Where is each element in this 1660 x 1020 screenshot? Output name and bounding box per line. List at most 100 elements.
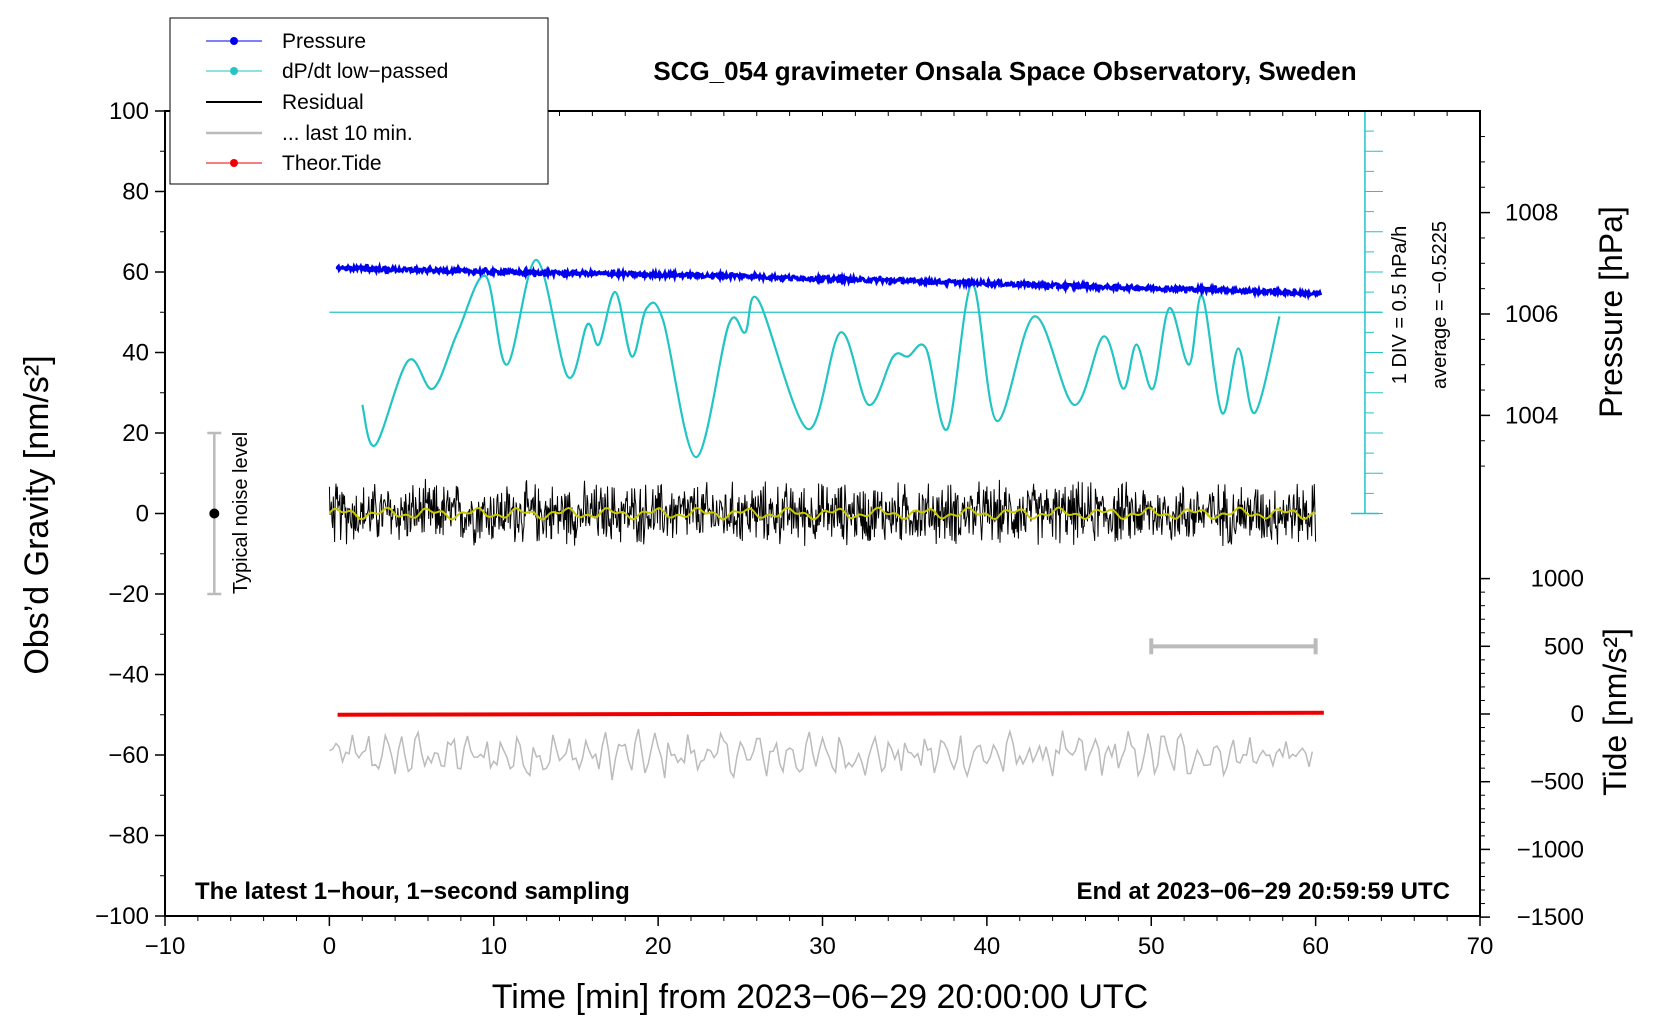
pressure-point bbox=[1026, 280, 1030, 285]
series-tide-line bbox=[337, 710, 1324, 717]
pressure-point bbox=[976, 282, 981, 286]
pressure-point bbox=[1272, 287, 1277, 292]
pressure-point bbox=[1292, 288, 1297, 292]
y-tick-label: −60 bbox=[108, 742, 149, 769]
pressure-point bbox=[878, 275, 882, 280]
pressure-point bbox=[1253, 292, 1257, 296]
pressure-point bbox=[769, 274, 774, 279]
pressure-point bbox=[582, 271, 586, 276]
pressure-point bbox=[819, 279, 823, 284]
pressure-point bbox=[493, 268, 498, 273]
pressure-point bbox=[355, 266, 360, 271]
pressure-point bbox=[523, 273, 527, 278]
x-tick-label: 40 bbox=[974, 933, 1001, 960]
pressure-point bbox=[1016, 280, 1020, 285]
legend-label-last10: ... last 10 min. bbox=[282, 122, 413, 145]
pressure-point bbox=[473, 268, 478, 272]
pressure-point bbox=[503, 267, 508, 272]
pressure-point bbox=[434, 268, 439, 272]
pressure-point bbox=[572, 271, 577, 276]
pressure-point bbox=[888, 281, 892, 286]
pressure-point bbox=[740, 273, 744, 277]
legend-item-dpdt: dP/dt low−passed bbox=[206, 60, 448, 83]
tide-axis-label: Tide [nm/s²] bbox=[1597, 628, 1633, 796]
x-tick-label: 10 bbox=[480, 933, 507, 960]
pressure-point bbox=[444, 267, 448, 271]
pressure-point bbox=[690, 272, 695, 276]
pressure-point bbox=[1302, 293, 1306, 298]
pressure-point bbox=[1075, 282, 1080, 286]
legend-item-pressure: Pressure bbox=[206, 30, 366, 53]
pressure-point bbox=[483, 267, 488, 271]
y-axis-label: Obs’d Gravity [nm/s²] bbox=[18, 355, 56, 674]
tide-tick-label: −1500 bbox=[1517, 904, 1584, 931]
pressure-axis-label: Pressure [hPa] bbox=[1593, 206, 1629, 418]
pressure-point bbox=[651, 271, 655, 275]
pressure-point bbox=[335, 266, 340, 270]
pressure-point bbox=[1193, 288, 1198, 293]
dpdt-average-label: average = −0.5225 bbox=[1429, 221, 1451, 389]
y-tick-label: −100 bbox=[95, 903, 149, 930]
pressure-point bbox=[1065, 282, 1070, 287]
legend-marker-tide bbox=[230, 159, 238, 167]
x-tick-label: 0 bbox=[323, 933, 336, 960]
series-pressure-line bbox=[336, 261, 1323, 301]
legend-marker-dpdt bbox=[230, 67, 238, 75]
pressure-point bbox=[1006, 283, 1010, 287]
axes-layer: −10 0 10 20 30 40 50 60 70100806040200−20−40−60−… bbox=[95, 98, 1584, 960]
pressure-point bbox=[404, 268, 409, 273]
x-tick-label: 30 bbox=[809, 933, 836, 960]
pressure-point bbox=[967, 278, 971, 282]
pressure-point bbox=[1233, 290, 1237, 294]
pressure-point bbox=[700, 274, 705, 278]
pressure-point bbox=[947, 278, 951, 282]
y-tick-label: 100 bbox=[109, 98, 149, 125]
pressure-point bbox=[1134, 285, 1139, 290]
pressure-point bbox=[414, 265, 419, 270]
pressure-point bbox=[1114, 288, 1119, 292]
pressure-point bbox=[681, 272, 685, 277]
pressure-point bbox=[917, 279, 922, 284]
pressure-point bbox=[533, 273, 537, 278]
pressure-point bbox=[1203, 287, 1208, 291]
legend-item-tide: Theor.Tide bbox=[206, 152, 382, 175]
pressure-point bbox=[750, 273, 754, 278]
pressure-point bbox=[759, 276, 764, 280]
noise-bar-center bbox=[209, 508, 220, 519]
pressure-point bbox=[611, 269, 616, 274]
pressure-point bbox=[858, 278, 863, 283]
legend-label-pressure: Pressure bbox=[282, 30, 366, 53]
pressure-point bbox=[1282, 289, 1287, 294]
pressure-point bbox=[602, 271, 606, 275]
pressure-point bbox=[454, 267, 458, 271]
pressure-point bbox=[1223, 288, 1227, 292]
pressure-point bbox=[1262, 290, 1267, 294]
y-tick-label: −40 bbox=[108, 662, 149, 689]
chart-title: SCG_054 gravimeter Onsala Space Observat… bbox=[653, 56, 1356, 86]
y-tick-label: 40 bbox=[122, 340, 149, 367]
pressure-point bbox=[1124, 285, 1129, 290]
pressure-point bbox=[927, 281, 932, 286]
pressure-point bbox=[513, 271, 517, 276]
pressure-point bbox=[828, 280, 833, 284]
pressure-point bbox=[937, 279, 941, 284]
legend: Pressure dP/dt low−passed Residual ... l… bbox=[169, 17, 549, 185]
x-tick-label: 20 bbox=[645, 933, 672, 960]
pressure-point bbox=[365, 263, 370, 268]
pressure-point bbox=[661, 273, 665, 278]
y-tick-label: 20 bbox=[122, 420, 149, 447]
series-dpdt-line bbox=[361, 258, 1281, 459]
pressure-point bbox=[1045, 286, 1050, 291]
pressure-point bbox=[1213, 285, 1218, 289]
pressure-point bbox=[424, 269, 429, 274]
pressure-point bbox=[671, 271, 675, 275]
pressure-point bbox=[1312, 291, 1316, 295]
pressure-point bbox=[868, 277, 872, 282]
pressure-point bbox=[799, 275, 803, 280]
y-tick-label: 60 bbox=[122, 259, 149, 286]
pressure-point bbox=[996, 278, 1001, 283]
tide-tick-label: −500 bbox=[1530, 769, 1584, 796]
pressure-point bbox=[395, 268, 399, 273]
pressure-point bbox=[1243, 291, 1247, 295]
